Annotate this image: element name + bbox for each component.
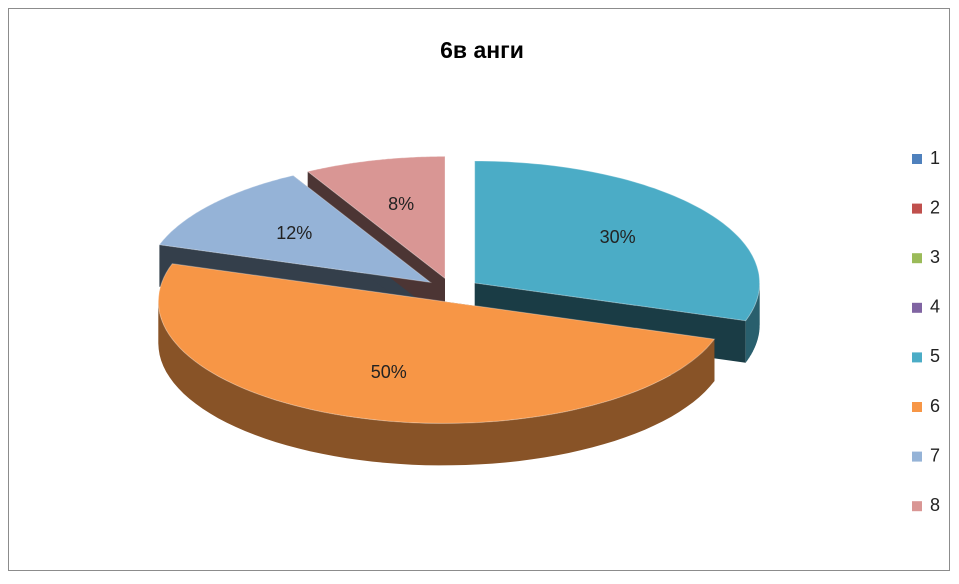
data-label: 30% (600, 227, 636, 247)
legend-swatch (912, 154, 922, 164)
slice (474, 160, 761, 322)
legend-swatch (912, 302, 922, 313)
legend-swatch (912, 253, 922, 264)
data-label: 12% (276, 223, 312, 243)
legend-label: 6 (930, 396, 940, 416)
legend-label: 4 (930, 297, 940, 317)
slice (306, 155, 446, 280)
data-label: 8% (388, 194, 414, 214)
legend-label: 3 (930, 247, 940, 267)
legend-label: 8 (930, 495, 940, 515)
legend-label: 1 (930, 148, 940, 168)
legend-label: 7 (930, 445, 940, 465)
legend-label: 5 (930, 346, 940, 366)
slice (157, 263, 716, 424)
legend-swatch (912, 451, 922, 462)
slice-wall (745, 283, 760, 363)
legend-swatch (912, 501, 922, 512)
slice-wall (158, 301, 715, 466)
legend-swatch (912, 203, 922, 214)
legend-label: 2 (930, 197, 940, 217)
data-label: 50% (371, 362, 407, 382)
slice (158, 174, 433, 284)
chart-title: 6в анги (440, 37, 524, 63)
legend-swatch (912, 402, 922, 412)
legend-swatch (912, 352, 922, 363)
